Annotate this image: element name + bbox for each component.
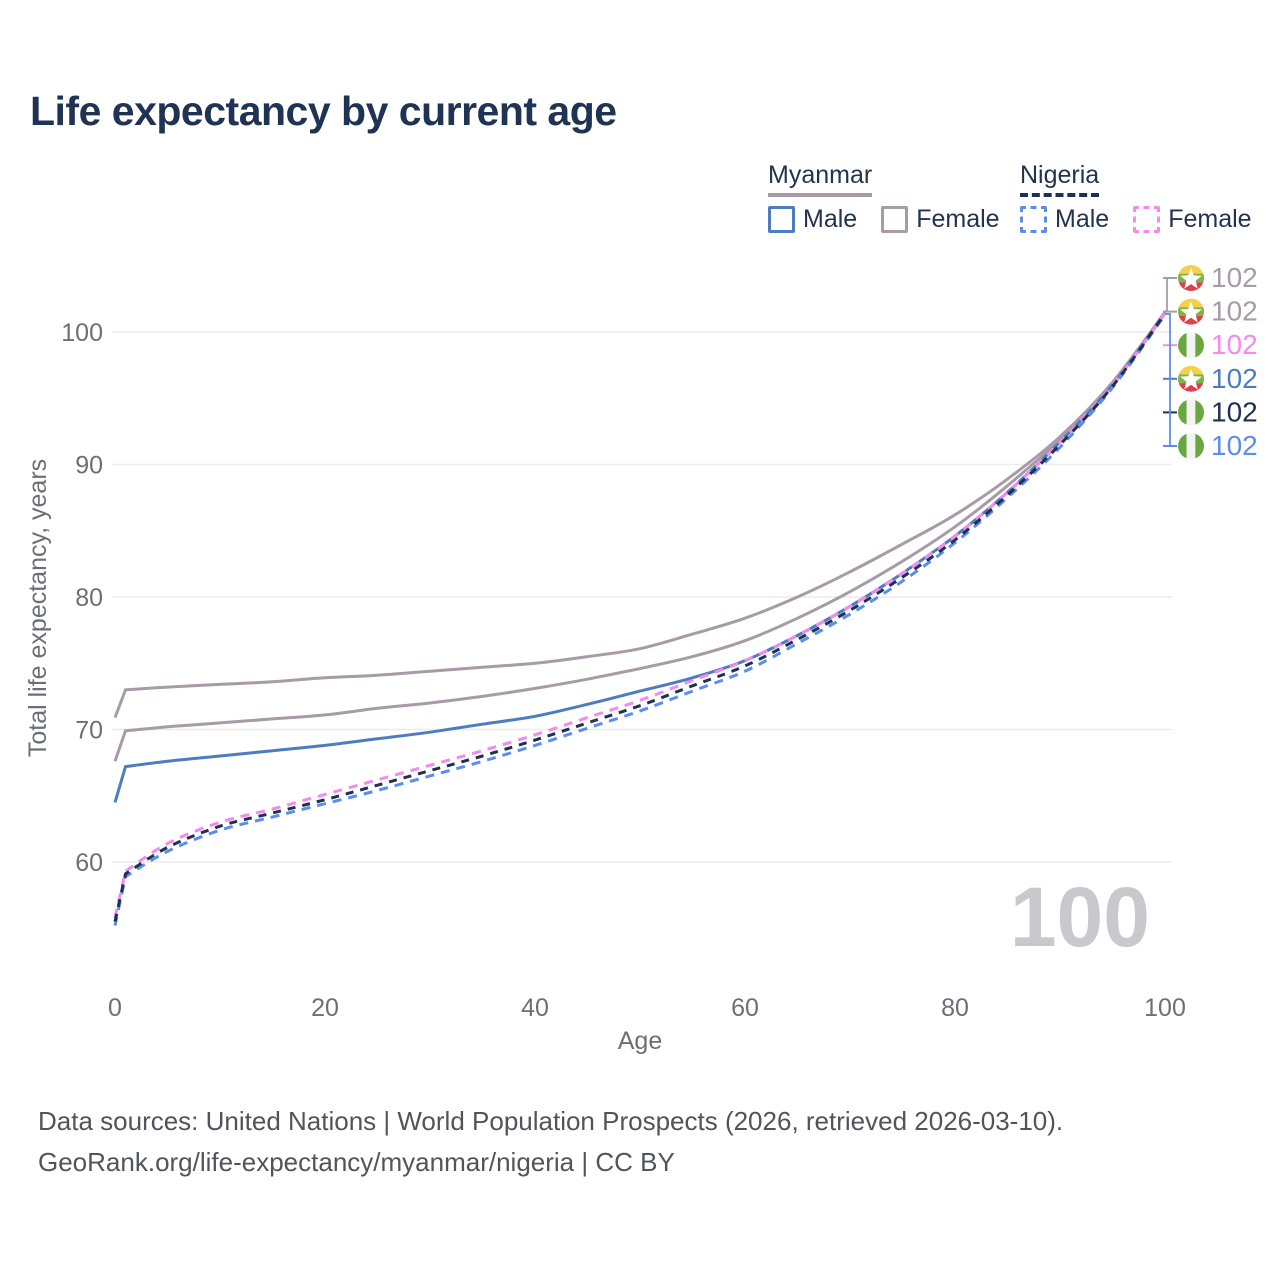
y-tick-label: 80 — [75, 584, 103, 612]
end-value-label-myanmar-both: 102 — [1211, 296, 1258, 327]
myanmar-male-swatch-icon — [768, 206, 795, 233]
legend-item-nigeria-male[interactable]: Male — [1020, 205, 1109, 234]
myanmar-female-swatch-icon — [881, 206, 909, 233]
legend-country-myanmar: Myanmar — [768, 161, 873, 197]
legend-group-myanmar: Myanmar Male Female — [768, 161, 1000, 234]
legend-item-label: Female — [916, 205, 1000, 233]
flag-nigeria-icon — [1178, 433, 1204, 459]
x-tick-label: 40 — [521, 994, 549, 1022]
y-axis-title: Total life expectancy, years — [24, 459, 52, 757]
x-tick-label: 100 — [1144, 994, 1186, 1022]
series-line-nigeria-both — [113, 312, 1167, 922]
age-counter-watermark: 100 — [1010, 870, 1150, 964]
end-value-label-nigeria-female: 102 — [1211, 329, 1258, 360]
flag-myanmar-icon — [1178, 265, 1204, 291]
flag-myanmar-icon — [1178, 298, 1204, 325]
end-value-label-nigeria-male: 102 — [1211, 430, 1258, 461]
legend-item-myanmar-female[interactable]: Female — [881, 205, 1000, 234]
series-line-myanmar-male — [113, 312, 1167, 803]
series-line-myanmar-female — [113, 311, 1167, 719]
chart-title: Life expectancy by current age — [30, 88, 617, 134]
nigeria-male-swatch-icon — [1020, 206, 1047, 233]
legend-group-nigeria: Nigeria Male Female — [1020, 161, 1252, 234]
footer-attribution: GeoRank.org/life-expectancy/myanmar/nige… — [38, 1147, 675, 1177]
x-tick-label: 60 — [731, 994, 759, 1022]
x-tick-label: 20 — [311, 994, 339, 1022]
flag-myanmar-icon — [1178, 365, 1204, 392]
flag-nigeria-icon — [1178, 332, 1204, 359]
y-tick-label: 70 — [75, 717, 103, 745]
legend-item-label: Male — [803, 205, 858, 233]
leader-line-myanmar — [1165, 278, 1168, 312]
footer-data-sources: Data sources: United Nations | World Pop… — [38, 1106, 1064, 1136]
end-value-label-myanmar-female: 102 — [1211, 262, 1258, 293]
y-tick-label: 100 — [61, 319, 103, 347]
legend-country-nigeria: Nigeria — [1020, 161, 1100, 197]
footer: Data sources: United Nations | World Pop… — [38, 1101, 1063, 1183]
flag-nigeria-icon — [1178, 399, 1204, 426]
legend-item-myanmar-male[interactable]: Male — [768, 205, 857, 234]
legend-item-label: Male — [1055, 205, 1110, 233]
nigeria-female-swatch-icon — [1133, 206, 1161, 233]
y-tick-label: 90 — [75, 452, 103, 480]
x-tick-label: 80 — [941, 994, 969, 1022]
end-value-label-nigeria-both: 102 — [1211, 396, 1258, 427]
legend-item-label: Female — [1168, 205, 1252, 233]
y-tick-label: 60 — [75, 849, 103, 877]
leader-line-nigeria — [1165, 313, 1171, 446]
series-line-nigeria-male — [113, 313, 1167, 926]
end-value-label-myanmar-male: 102 — [1211, 363, 1258, 394]
x-axis-title: Age — [618, 1027, 662, 1055]
x-tick-label: 0 — [108, 994, 122, 1022]
series-line-myanmar-both — [113, 311, 1167, 762]
series-line-nigeria-female — [113, 312, 1167, 919]
legend-item-nigeria-female[interactable]: Female — [1133, 205, 1252, 234]
